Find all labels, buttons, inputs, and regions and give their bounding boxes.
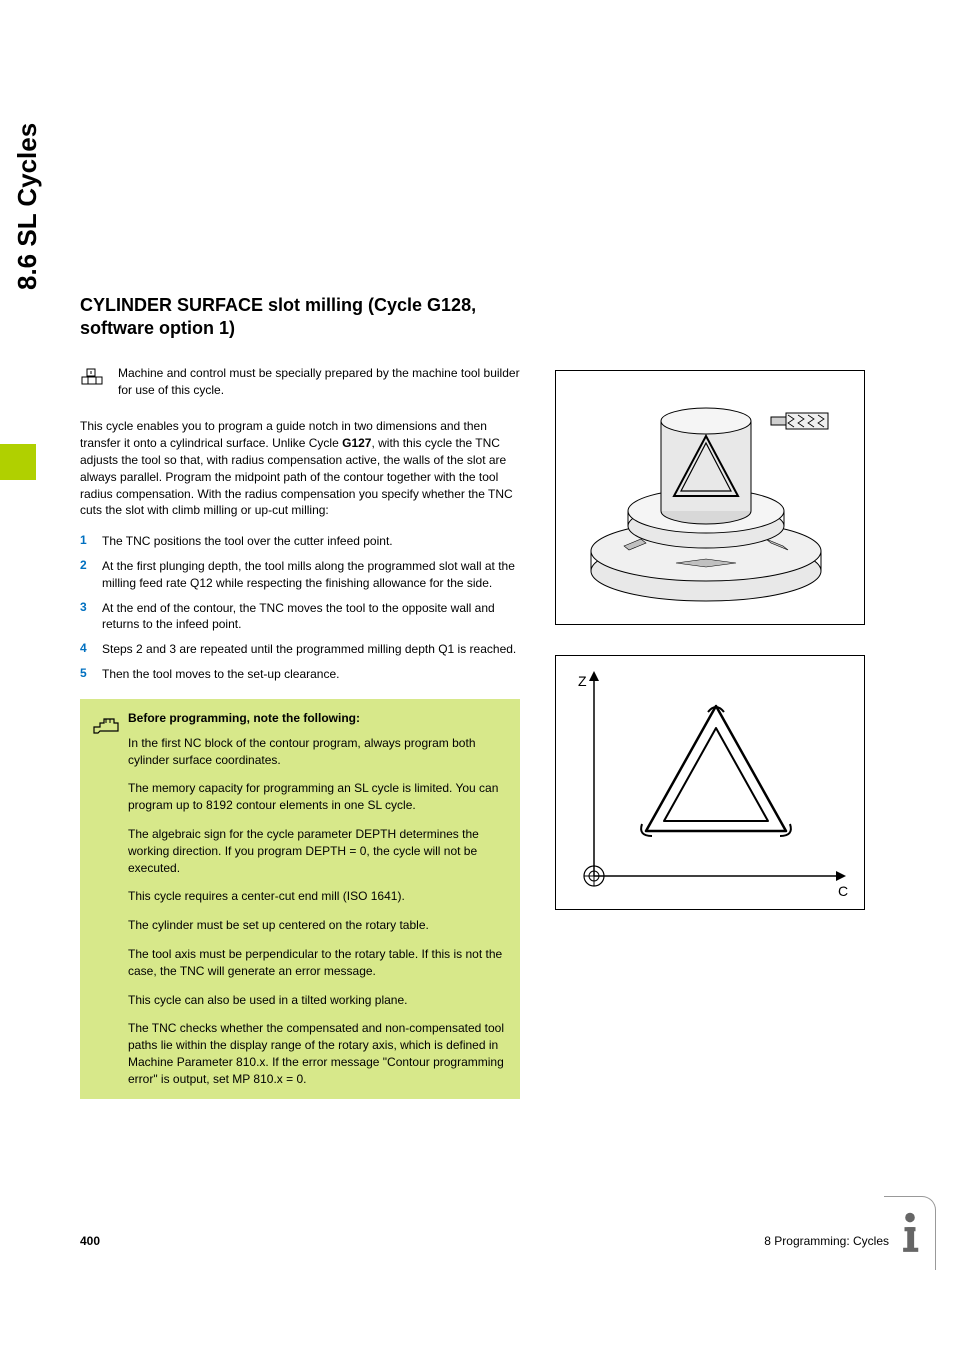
note-paragraph: The TNC checks whether the compensated a…	[128, 1020, 508, 1087]
step-text: The TNC positions the tool over the cutt…	[102, 533, 393, 550]
note-paragraph: The cylinder must be set up centered on …	[128, 917, 508, 934]
step-number: 3	[80, 600, 102, 614]
note-paragraph: In the first NC block of the contour pro…	[128, 735, 508, 769]
section-label: 8.6 SL Cycles	[12, 123, 43, 290]
step-item: 1 The TNC positions the tool over the cu…	[80, 533, 520, 550]
info-badge	[884, 1196, 936, 1270]
step-text: Steps 2 and 3 are repeated until the pro…	[102, 641, 516, 658]
step-list: 1 The TNC positions the tool over the cu…	[80, 533, 520, 683]
note-box: Before programming, note the following: …	[80, 699, 520, 1100]
note-heading: Before programming, note the following:	[128, 711, 508, 725]
step-number: 1	[80, 533, 102, 547]
step-number: 4	[80, 641, 102, 655]
footer: 400 8 Programming: Cycles	[80, 1234, 889, 1248]
page-number: 400	[80, 1234, 100, 1248]
accent-bar	[0, 444, 36, 480]
note-paragraph: The tool axis must be perpendicular to t…	[128, 946, 508, 980]
machine-icon	[80, 367, 104, 396]
intro-paragraph: This cycle enables you to program a guid…	[80, 418, 520, 519]
c-axis-label: C	[838, 883, 848, 899]
step-item: 4 Steps 2 and 3 are repeated until the p…	[80, 641, 520, 658]
note-paragraph: This cycle can also be used in a tilted …	[128, 992, 508, 1009]
step-text: Then the tool moves to the set-up cleara…	[102, 666, 339, 683]
machine-note-text: Machine and control must be specially pr…	[118, 365, 520, 399]
note-paragraph: This cycle requires a center-cut end mil…	[128, 888, 508, 905]
step-item: 3 At the end of the contour, the TNC mov…	[80, 600, 520, 634]
main-content: CYLINDER SURFACE slot milling (Cycle G12…	[80, 294, 520, 1099]
figure-cylinder-3d	[555, 370, 865, 625]
note-content: Before programming, note the following: …	[128, 711, 508, 1088]
step-number: 5	[80, 666, 102, 680]
machine-note: Machine and control must be specially pr…	[80, 365, 520, 399]
step-text: At the end of the contour, the TNC moves…	[102, 600, 520, 634]
step-item: 5 Then the tool moves to the set-up clea…	[80, 666, 520, 683]
hand-icon	[80, 711, 128, 742]
step-item: 2 At the first plunging depth, the tool …	[80, 558, 520, 592]
step-text: At the first plunging depth, the tool mi…	[102, 558, 520, 592]
page-title: CYLINDER SURFACE slot milling (Cycle G12…	[80, 294, 520, 341]
intro-bold: G127	[342, 436, 371, 450]
figure-cylinder-unrolled: Z C	[555, 655, 865, 910]
z-axis-label: Z	[578, 673, 587, 689]
chapter-label: 8 Programming: Cycles	[764, 1234, 889, 1248]
note-paragraph: The algebraic sign for the cycle paramet…	[128, 826, 508, 876]
step-number: 2	[80, 558, 102, 572]
note-paragraph: The memory capacity for programming an S…	[128, 780, 508, 814]
